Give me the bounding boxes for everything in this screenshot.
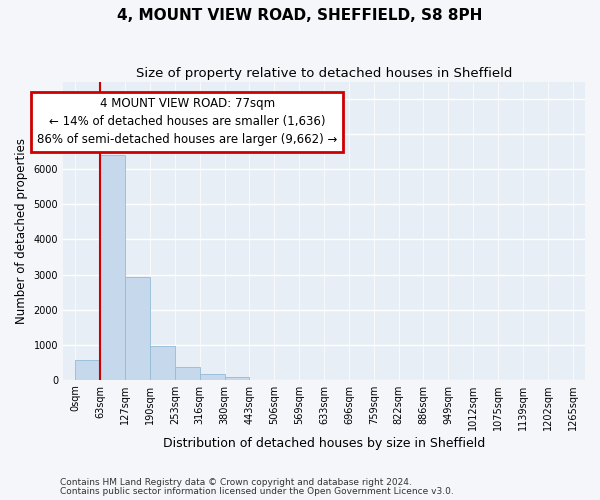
Bar <box>100 156 125 380</box>
Text: Contains public sector information licensed under the Open Government Licence v3: Contains public sector information licen… <box>60 486 454 496</box>
Text: Contains HM Land Registry data © Crown copyright and database right 2024.: Contains HM Land Registry data © Crown c… <box>60 478 412 487</box>
Title: Size of property relative to detached houses in Sheffield: Size of property relative to detached ho… <box>136 68 512 80</box>
Bar <box>150 346 175 380</box>
Y-axis label: Number of detached properties: Number of detached properties <box>15 138 28 324</box>
Bar <box>76 360 100 380</box>
Bar <box>200 374 224 380</box>
Text: 4 MOUNT VIEW ROAD: 77sqm
← 14% of detached houses are smaller (1,636)
86% of sem: 4 MOUNT VIEW ROAD: 77sqm ← 14% of detach… <box>37 98 338 146</box>
Text: 4, MOUNT VIEW ROAD, SHEFFIELD, S8 8PH: 4, MOUNT VIEW ROAD, SHEFFIELD, S8 8PH <box>118 8 482 22</box>
Bar <box>175 366 200 380</box>
X-axis label: Distribution of detached houses by size in Sheffield: Distribution of detached houses by size … <box>163 437 485 450</box>
Bar <box>125 278 150 380</box>
Bar <box>224 377 250 380</box>
